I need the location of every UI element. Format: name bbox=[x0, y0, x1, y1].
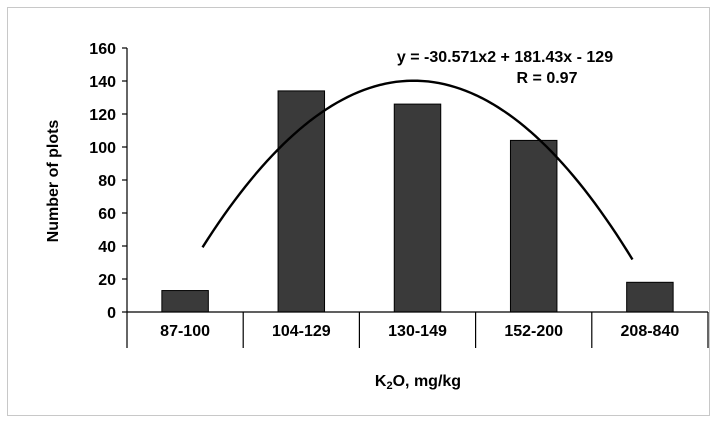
y-tick-label: 120 bbox=[89, 107, 116, 124]
x-axis-label-rest: O, mg/kg bbox=[393, 373, 461, 390]
x-tick-label: 104-129 bbox=[272, 323, 331, 340]
bar bbox=[626, 281, 674, 313]
bar bbox=[277, 90, 326, 313]
y-tick-label: 100 bbox=[89, 140, 116, 157]
chart-frame bbox=[7, 7, 710, 416]
bar bbox=[509, 139, 558, 313]
y-tick-label: 40 bbox=[98, 239, 116, 256]
x-axis-label-subscript: 2 bbox=[386, 380, 392, 392]
x-axis-label: K2O, mg/kg bbox=[375, 373, 461, 392]
bar bbox=[161, 290, 209, 313]
y-tick-label: 20 bbox=[98, 272, 116, 289]
x-tick-label: 208-840 bbox=[621, 323, 680, 340]
x-axis-label-main: K bbox=[375, 373, 387, 390]
trendline-curve bbox=[201, 79, 634, 261]
x-axis-categories: 87-100 104-129 130-149 152-200 208-840 bbox=[126, 312, 709, 348]
trendline-r-value: R = 0.97 bbox=[517, 70, 578, 87]
y-tick-label: 160 bbox=[89, 41, 116, 58]
y-tick-label: 80 bbox=[98, 173, 116, 190]
x-tick-label: 152-200 bbox=[504, 323, 563, 340]
bars bbox=[161, 90, 674, 313]
y-tick-label: 140 bbox=[89, 74, 116, 91]
bar bbox=[393, 103, 442, 313]
y-tick-label: 0 bbox=[107, 305, 116, 322]
trendline-equation: y = -30.571x2 + 181.43x - 129 bbox=[397, 49, 613, 66]
y-tick-label: 60 bbox=[98, 206, 116, 223]
x-tick-label: 87-100 bbox=[160, 323, 210, 340]
y-axis-label: Number of plots bbox=[45, 120, 62, 243]
x-tick-label: 130-149 bbox=[388, 323, 447, 340]
y-axis-ticks: 0 20 40 60 80 100 120 140 160 bbox=[89, 41, 127, 322]
